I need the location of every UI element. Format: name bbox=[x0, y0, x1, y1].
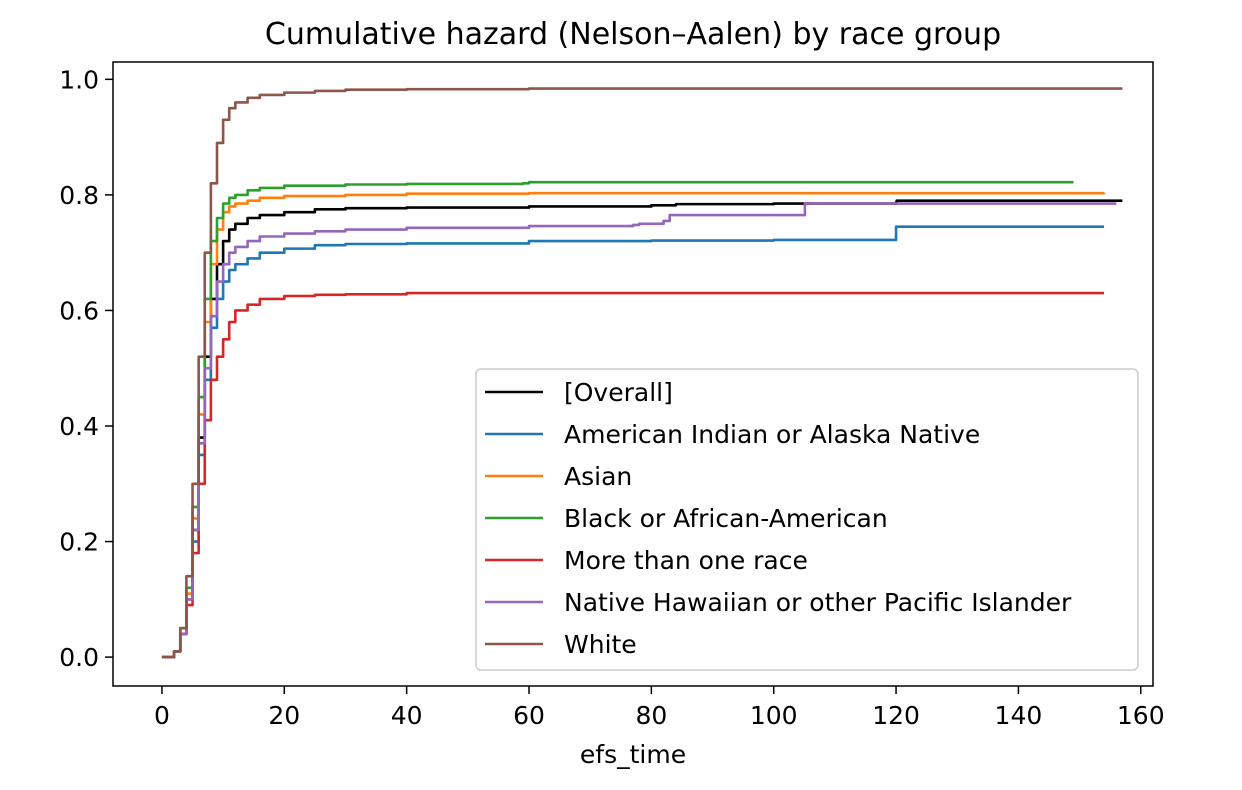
y-tick-label: 0.4 bbox=[59, 412, 99, 441]
x-axis-label: efs_time bbox=[580, 740, 686, 769]
legend-label-american-indian-or-alaska-native: American Indian or Alaska Native bbox=[564, 420, 980, 449]
x-tick-label: 120 bbox=[872, 701, 920, 730]
y-tick-label: 0.0 bbox=[59, 643, 99, 672]
y-tick-label: 1.0 bbox=[59, 65, 99, 94]
legend-box bbox=[475, 368, 1139, 671]
y-axis-ticks: 0.0 0.2 0.4 0.6 0.8 1.0 bbox=[59, 65, 113, 672]
legend-label-more-than-one-race: More than one race bbox=[564, 546, 808, 575]
x-tick-label: 20 bbox=[268, 701, 300, 730]
y-tick-label: 0.2 bbox=[59, 528, 99, 557]
legend-label-white: White bbox=[564, 630, 637, 659]
y-tick-label: 0.6 bbox=[59, 296, 99, 325]
legend: [Overall] American Indian or Alaska Nativ… bbox=[475, 368, 1139, 671]
legend-label-asian: Asian bbox=[564, 462, 632, 491]
legend-label-overall: [Overall] bbox=[564, 378, 673, 407]
legend-label-black-or-african-american: Black or African-American bbox=[564, 504, 888, 533]
series-line-native-hawaiian-or-other-pacific-islander bbox=[161, 202, 1117, 659]
y-tick-label: 0.8 bbox=[59, 181, 99, 210]
x-tick-label: 140 bbox=[995, 701, 1043, 730]
x-tick-label: 100 bbox=[750, 701, 798, 730]
x-tick-label: 0 bbox=[154, 701, 170, 730]
series-layer bbox=[161, 87, 1123, 659]
legend-label-native-hawaiian-or-other-pacific-islander: Native Hawaiian or other Pacific Islande… bbox=[564, 588, 1072, 617]
x-tick-label: 80 bbox=[635, 701, 667, 730]
x-axis-ticks: 0 20 40 60 80 100 120 140 160 bbox=[154, 686, 1165, 730]
x-tick-label: 160 bbox=[1117, 701, 1165, 730]
chart-title: Cumulative hazard (Nelson–Aalen) by race… bbox=[265, 17, 1001, 52]
x-tick-label: 40 bbox=[391, 701, 423, 730]
x-tick-label: 60 bbox=[513, 701, 545, 730]
series-line-white bbox=[161, 87, 1123, 659]
plot-frame bbox=[112, 61, 1154, 687]
